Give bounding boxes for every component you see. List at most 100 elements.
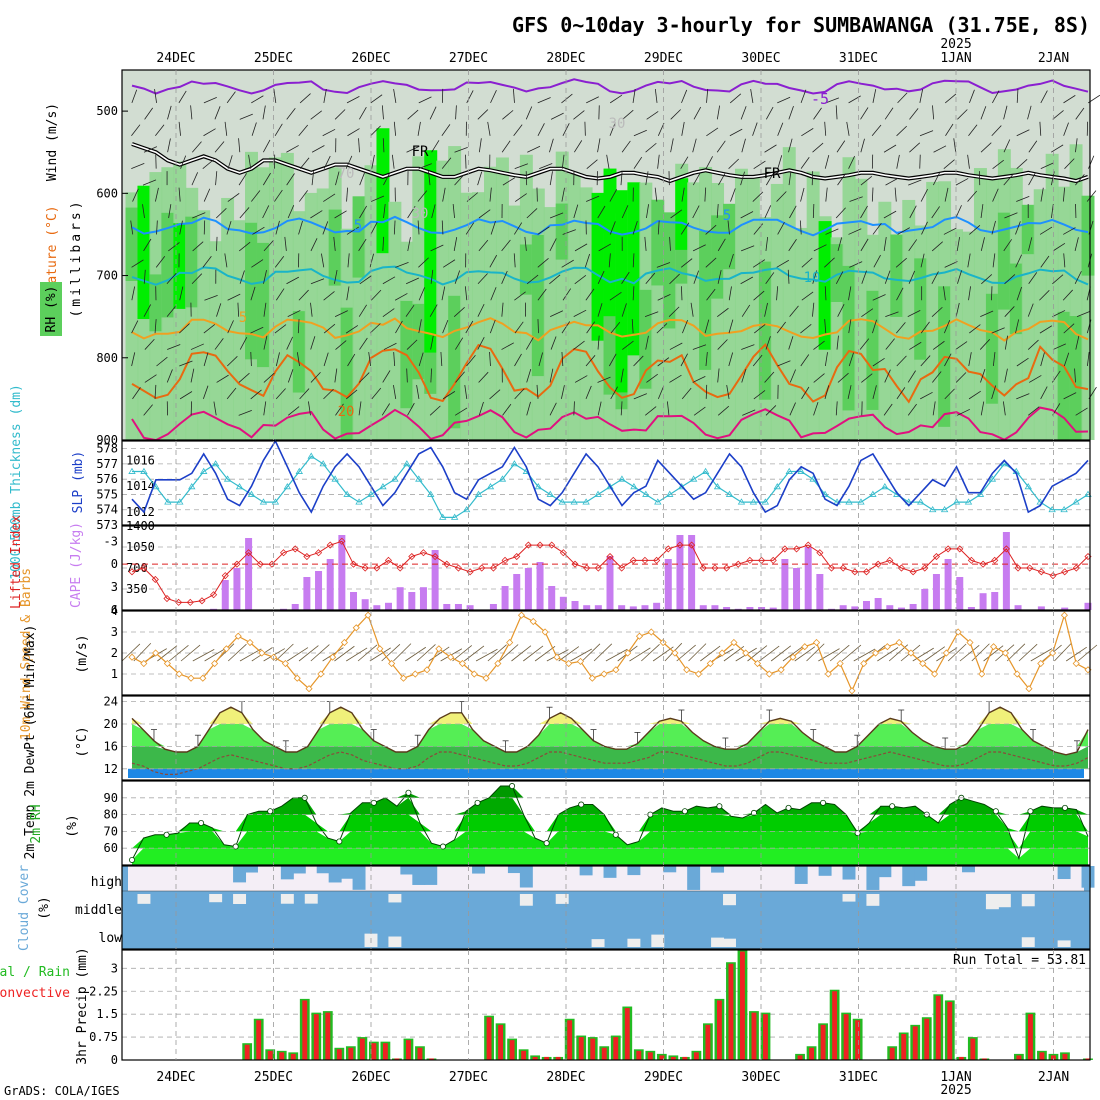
wind-barb	[586, 195, 600, 202]
wind-barb	[897, 92, 908, 104]
precip-conv-bar	[244, 1044, 250, 1060]
wind-barb	[526, 208, 538, 219]
wind-barb	[848, 319, 852, 334]
wind-barb	[416, 385, 420, 399]
wind-barb	[1039, 121, 1042, 136]
precip-conv-bar	[693, 1052, 699, 1060]
wind-barb	[371, 387, 382, 400]
wind10m-point	[742, 649, 750, 657]
temp-tick-label: 12	[104, 762, 118, 776]
precip-panel: 0 0.75 1.5 2.25 3	[89, 949, 1093, 1067]
wind-barb	[824, 155, 830, 169]
wind-barb	[825, 228, 839, 235]
wind-barb	[871, 187, 874, 202]
rh2m-point	[198, 820, 205, 827]
cape-tick-label: 700	[126, 561, 148, 575]
precip-conv-bar	[855, 1020, 861, 1060]
wind-barb	[752, 259, 766, 268]
wind-barb	[741, 304, 751, 317]
wind-barb	[524, 236, 527, 251]
wind-barb	[955, 302, 960, 317]
thickness-point	[319, 460, 327, 467]
cloud-high-cell	[292, 866, 306, 874]
wind-barb	[204, 648, 226, 662]
wind-barb	[441, 286, 446, 301]
wind-barb	[1004, 368, 1008, 383]
wind-barb	[393, 352, 396, 367]
thickness-point	[797, 467, 805, 474]
wind-barb	[1077, 644, 1098, 662]
wind-barb	[1040, 162, 1054, 170]
thickness-point	[1024, 483, 1032, 490]
cloud-middle-gap	[137, 894, 151, 904]
rh-column-mid	[519, 154, 533, 440]
wind-barb	[753, 160, 766, 170]
wind10m-point	[470, 670, 478, 678]
wind10m-point	[978, 670, 986, 678]
cape-bar	[1061, 607, 1069, 610]
wind-barb	[574, 274, 587, 285]
wind-barb	[311, 145, 325, 153]
wind10m-point	[411, 670, 419, 678]
rh-column-green	[1069, 316, 1083, 440]
wind-barb	[490, 287, 497, 301]
wind-barb	[502, 110, 514, 120]
wind-barb	[179, 360, 193, 367]
wind-barb	[765, 236, 769, 251]
wind-barb	[717, 339, 728, 350]
rh2m-point	[336, 838, 343, 845]
lifted-index-point	[408, 552, 416, 561]
wind-barb	[299, 388, 310, 400]
cape-bar	[350, 592, 358, 610]
wind-barb	[1002, 401, 1006, 416]
wind-barb	[800, 89, 807, 104]
wind-barb	[1062, 289, 1073, 301]
wind-barb	[250, 326, 264, 334]
wind-barb	[753, 290, 765, 301]
wind10m-point	[305, 685, 313, 693]
wind-barb	[1074, 271, 1082, 284]
wind-barb	[1028, 172, 1036, 186]
wind-barb	[728, 158, 740, 169]
wind-barb	[654, 187, 658, 202]
thickness-point	[1048, 505, 1056, 513]
lifted-index-point	[443, 560, 451, 568]
wind-barb	[1016, 129, 1030, 137]
wind-barb	[156, 220, 158, 235]
wind-barb	[502, 177, 516, 186]
thickness-point	[881, 483, 889, 490]
thickness-point	[737, 498, 746, 505]
wind-barb	[1015, 254, 1022, 268]
rh2m-point	[267, 808, 274, 815]
wind-barb	[1016, 159, 1028, 169]
thickness-point	[1000, 460, 1009, 467]
cape-bar	[338, 535, 346, 610]
wind-barb	[1040, 352, 1045, 367]
wind-barb	[895, 257, 907, 268]
wind10m-point	[801, 643, 809, 651]
wind-barb	[788, 138, 793, 153]
lifted-index-point	[536, 541, 544, 549]
upper-air-labels: Wind (m/s) Temperature (°C) (millibars) …	[40, 103, 84, 336]
rh-column-mid	[376, 216, 390, 440]
wind-barb	[740, 245, 755, 252]
wind-barb	[621, 303, 627, 317]
wind-barb	[992, 188, 999, 202]
wind-barb	[310, 302, 313, 317]
wind-barb	[263, 335, 268, 350]
wind-barb	[1040, 255, 1050, 268]
wind-barb	[454, 407, 468, 416]
thickness-point	[821, 490, 829, 497]
rh2m-panel: 60 70 80 90	[104, 780, 1091, 866]
rh2m-fill-60-70	[132, 831, 1088, 849]
wind-barb	[275, 352, 280, 367]
wind-barb	[896, 322, 906, 334]
rh-column-mid	[507, 205, 521, 440]
thickness-point	[952, 498, 961, 505]
precip-conv-bar	[256, 1020, 262, 1060]
wind-barb	[263, 302, 267, 317]
lifted-index-point	[548, 541, 556, 549]
wind-barb	[943, 227, 957, 235]
wind-barb	[168, 242, 180, 252]
wind-barb	[657, 122, 665, 136]
